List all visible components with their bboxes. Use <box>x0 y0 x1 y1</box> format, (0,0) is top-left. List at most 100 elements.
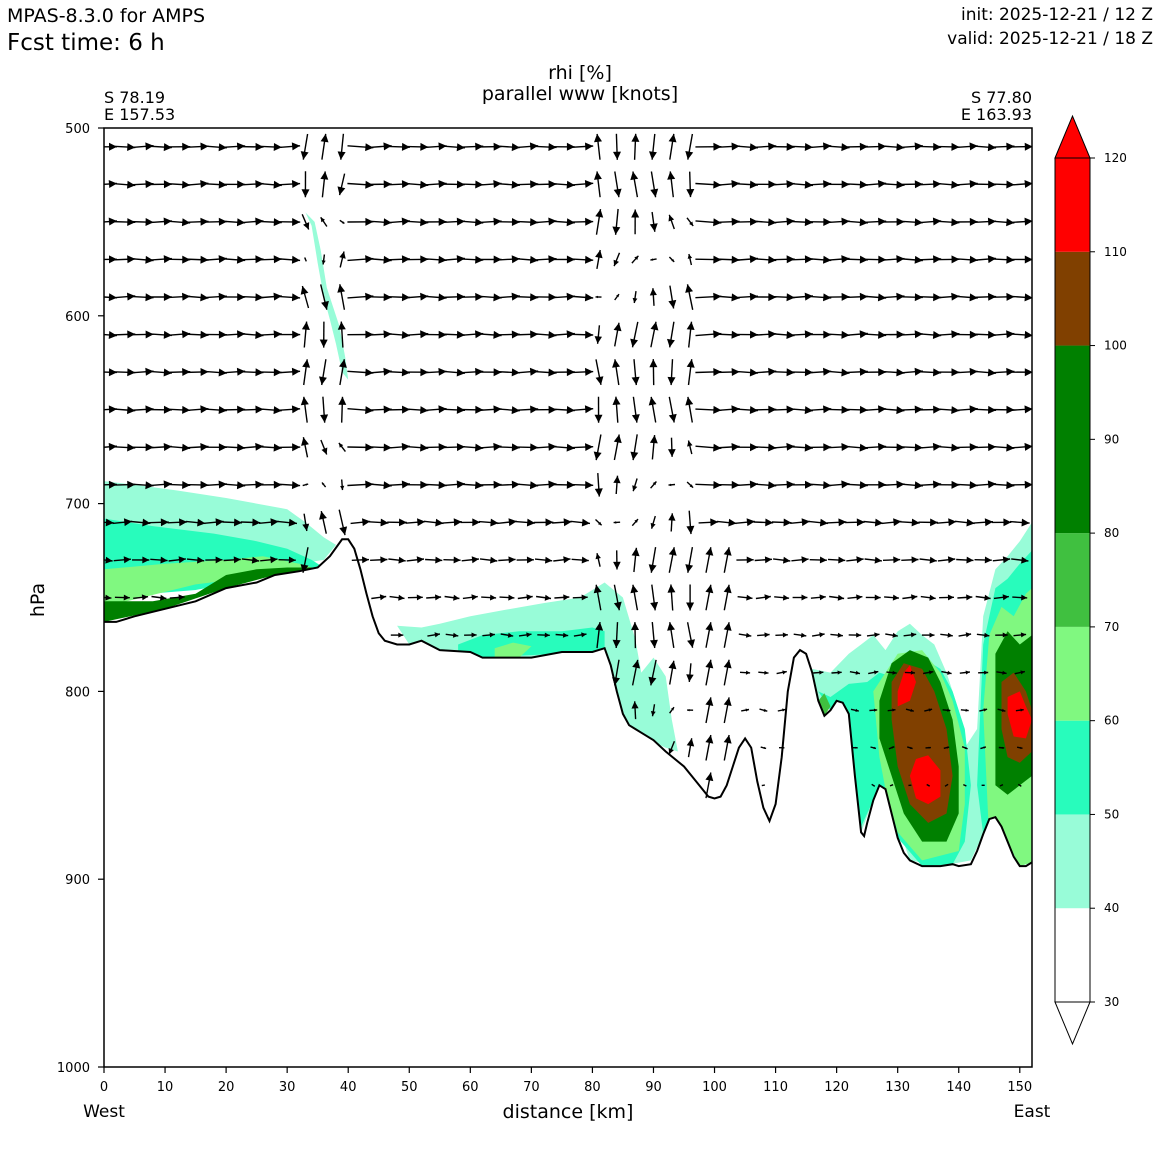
wind-vector-317 <box>302 359 311 386</box>
wind-vector-651 <box>390 632 404 638</box>
wind-vector-656 <box>500 632 514 638</box>
wind-vector-560 <box>1009 518 1030 527</box>
wind-vector-470 <box>302 483 309 487</box>
wind-vector-490 <box>668 483 676 487</box>
wind-vector-586 <box>595 553 601 567</box>
wind-vector-50 <box>1006 142 1032 151</box>
wind-vector-523 <box>338 509 348 536</box>
x-tick-label-0: 0 <box>100 1080 108 1095</box>
wind-vector-612 <box>133 594 149 601</box>
wind-vector-604 <box>919 556 937 564</box>
wind-vector-670 <box>757 632 770 638</box>
wind-vector-658 <box>537 632 550 638</box>
wind-vector-710 <box>687 709 694 712</box>
wind-vector-701 <box>922 670 934 675</box>
wind-vector-745 <box>889 784 894 787</box>
colorbar-extend-min <box>1054 1001 1091 1046</box>
x-tick-label-140: 140 <box>946 1080 971 1095</box>
wind-vector-528 <box>423 518 444 527</box>
y-tick-label-500: 500 <box>65 122 90 137</box>
wind-vector-438 <box>649 435 658 460</box>
wind-vector-624 <box>536 594 552 601</box>
wind-vector-642 <box>865 594 881 601</box>
x-tick-label-100: 100 <box>702 1080 727 1095</box>
wind-vector-236 <box>685 284 694 310</box>
wind-vector-112 <box>274 218 301 226</box>
wind-vector-535 <box>552 518 572 527</box>
wind-vector-661 <box>595 622 604 649</box>
left-endpoint-lat: S 78.19 <box>104 88 165 107</box>
wind-vector-491 <box>686 481 694 489</box>
forecast-time: Fcst time: 6 h <box>7 30 165 56</box>
wind-vector-80 <box>630 171 639 198</box>
wind-vector-11 <box>300 133 309 160</box>
x-tick-label-50: 50 <box>401 1080 418 1095</box>
wind-vector-434 <box>567 443 594 451</box>
wind-vector-131 <box>631 209 640 235</box>
x-tick-label-70: 70 <box>523 1080 540 1095</box>
wind-vector-64 <box>337 173 346 196</box>
wind-vector-735 <box>906 746 913 750</box>
wind-vector-515 <box>185 518 206 527</box>
wind-vector-691 <box>723 659 732 686</box>
wind-vector-641 <box>847 594 863 601</box>
wind-vector-650 <box>1012 594 1028 601</box>
wind-vector-529 <box>442 518 462 527</box>
wind-vector-684 <box>1013 632 1027 638</box>
wind-vector-635 <box>737 594 753 601</box>
wind-vector-680 <box>940 632 953 638</box>
wind-vector-488 <box>632 478 638 492</box>
wind-vector-697 <box>849 670 861 675</box>
wind-vector-254 <box>1006 293 1032 302</box>
wind-vector-667 <box>705 622 714 648</box>
wind-vector-669 <box>738 632 752 638</box>
wind-vector-544 <box>716 518 737 527</box>
y-axis-label: hPa <box>27 583 49 617</box>
wind-vector-688 <box>668 660 677 685</box>
wind-vector-593 <box>723 547 732 573</box>
wind-vector-319 <box>339 359 347 386</box>
y-tick-label-900: 900 <box>65 873 90 888</box>
wind-vector-552 <box>863 518 884 527</box>
wind-vector-556 <box>936 518 957 527</box>
colorbar-label-100: 100 <box>1104 339 1127 353</box>
x-tick-label-60: 60 <box>462 1080 479 1095</box>
colorbar-frame <box>1054 157 1091 1003</box>
wind-vector-281 <box>567 330 594 339</box>
wind-vector-511 <box>112 518 133 527</box>
wind-vector-588 <box>631 547 640 573</box>
wind-vector-435 <box>593 434 602 461</box>
wind-vector-367 <box>274 405 301 414</box>
wind-vector-283 <box>613 322 622 347</box>
wind-vector-622 <box>499 594 515 601</box>
wind-vector-570 <box>260 556 278 564</box>
wind-vector-267 <box>319 321 328 348</box>
model-title: MPAS-8.3.0 for AMPS <box>7 5 206 27</box>
wind-vector-598 <box>809 556 827 564</box>
wind-vector-711 <box>705 697 714 724</box>
wind-vector-387 <box>648 396 657 423</box>
x-tick-label-90: 90 <box>645 1080 662 1095</box>
wind-vector-472 <box>340 479 345 491</box>
chart-subtitle: parallel www [knots] <box>482 83 678 105</box>
colorbar-label-80: 80 <box>1104 526 1119 540</box>
x-tick-label-80: 80 <box>584 1080 601 1095</box>
wind-vector-664 <box>650 622 658 649</box>
colorbar-label-30: 30 <box>1104 995 1119 1009</box>
wind-vector-585 <box>571 556 589 564</box>
wind-vector-594 <box>736 556 754 564</box>
wind-vector-637 <box>774 594 790 601</box>
wind-vector-693 <box>758 670 769 675</box>
chart-title: rhi [%] <box>548 62 612 84</box>
wind-vector-738 <box>961 746 968 750</box>
wind-vector-487 <box>613 475 621 495</box>
wind-vector-128 <box>567 217 594 226</box>
y-tick-label-1000: 1000 <box>57 1061 90 1076</box>
wind-vector-595 <box>754 556 773 564</box>
wind-vector-230 <box>567 293 594 302</box>
wind-vector-655 <box>482 632 495 638</box>
wind-vector-737 <box>943 746 950 749</box>
wind-vector-630 <box>650 584 659 611</box>
wind-vector-418 <box>274 443 301 452</box>
wind-vector-681 <box>958 632 972 638</box>
